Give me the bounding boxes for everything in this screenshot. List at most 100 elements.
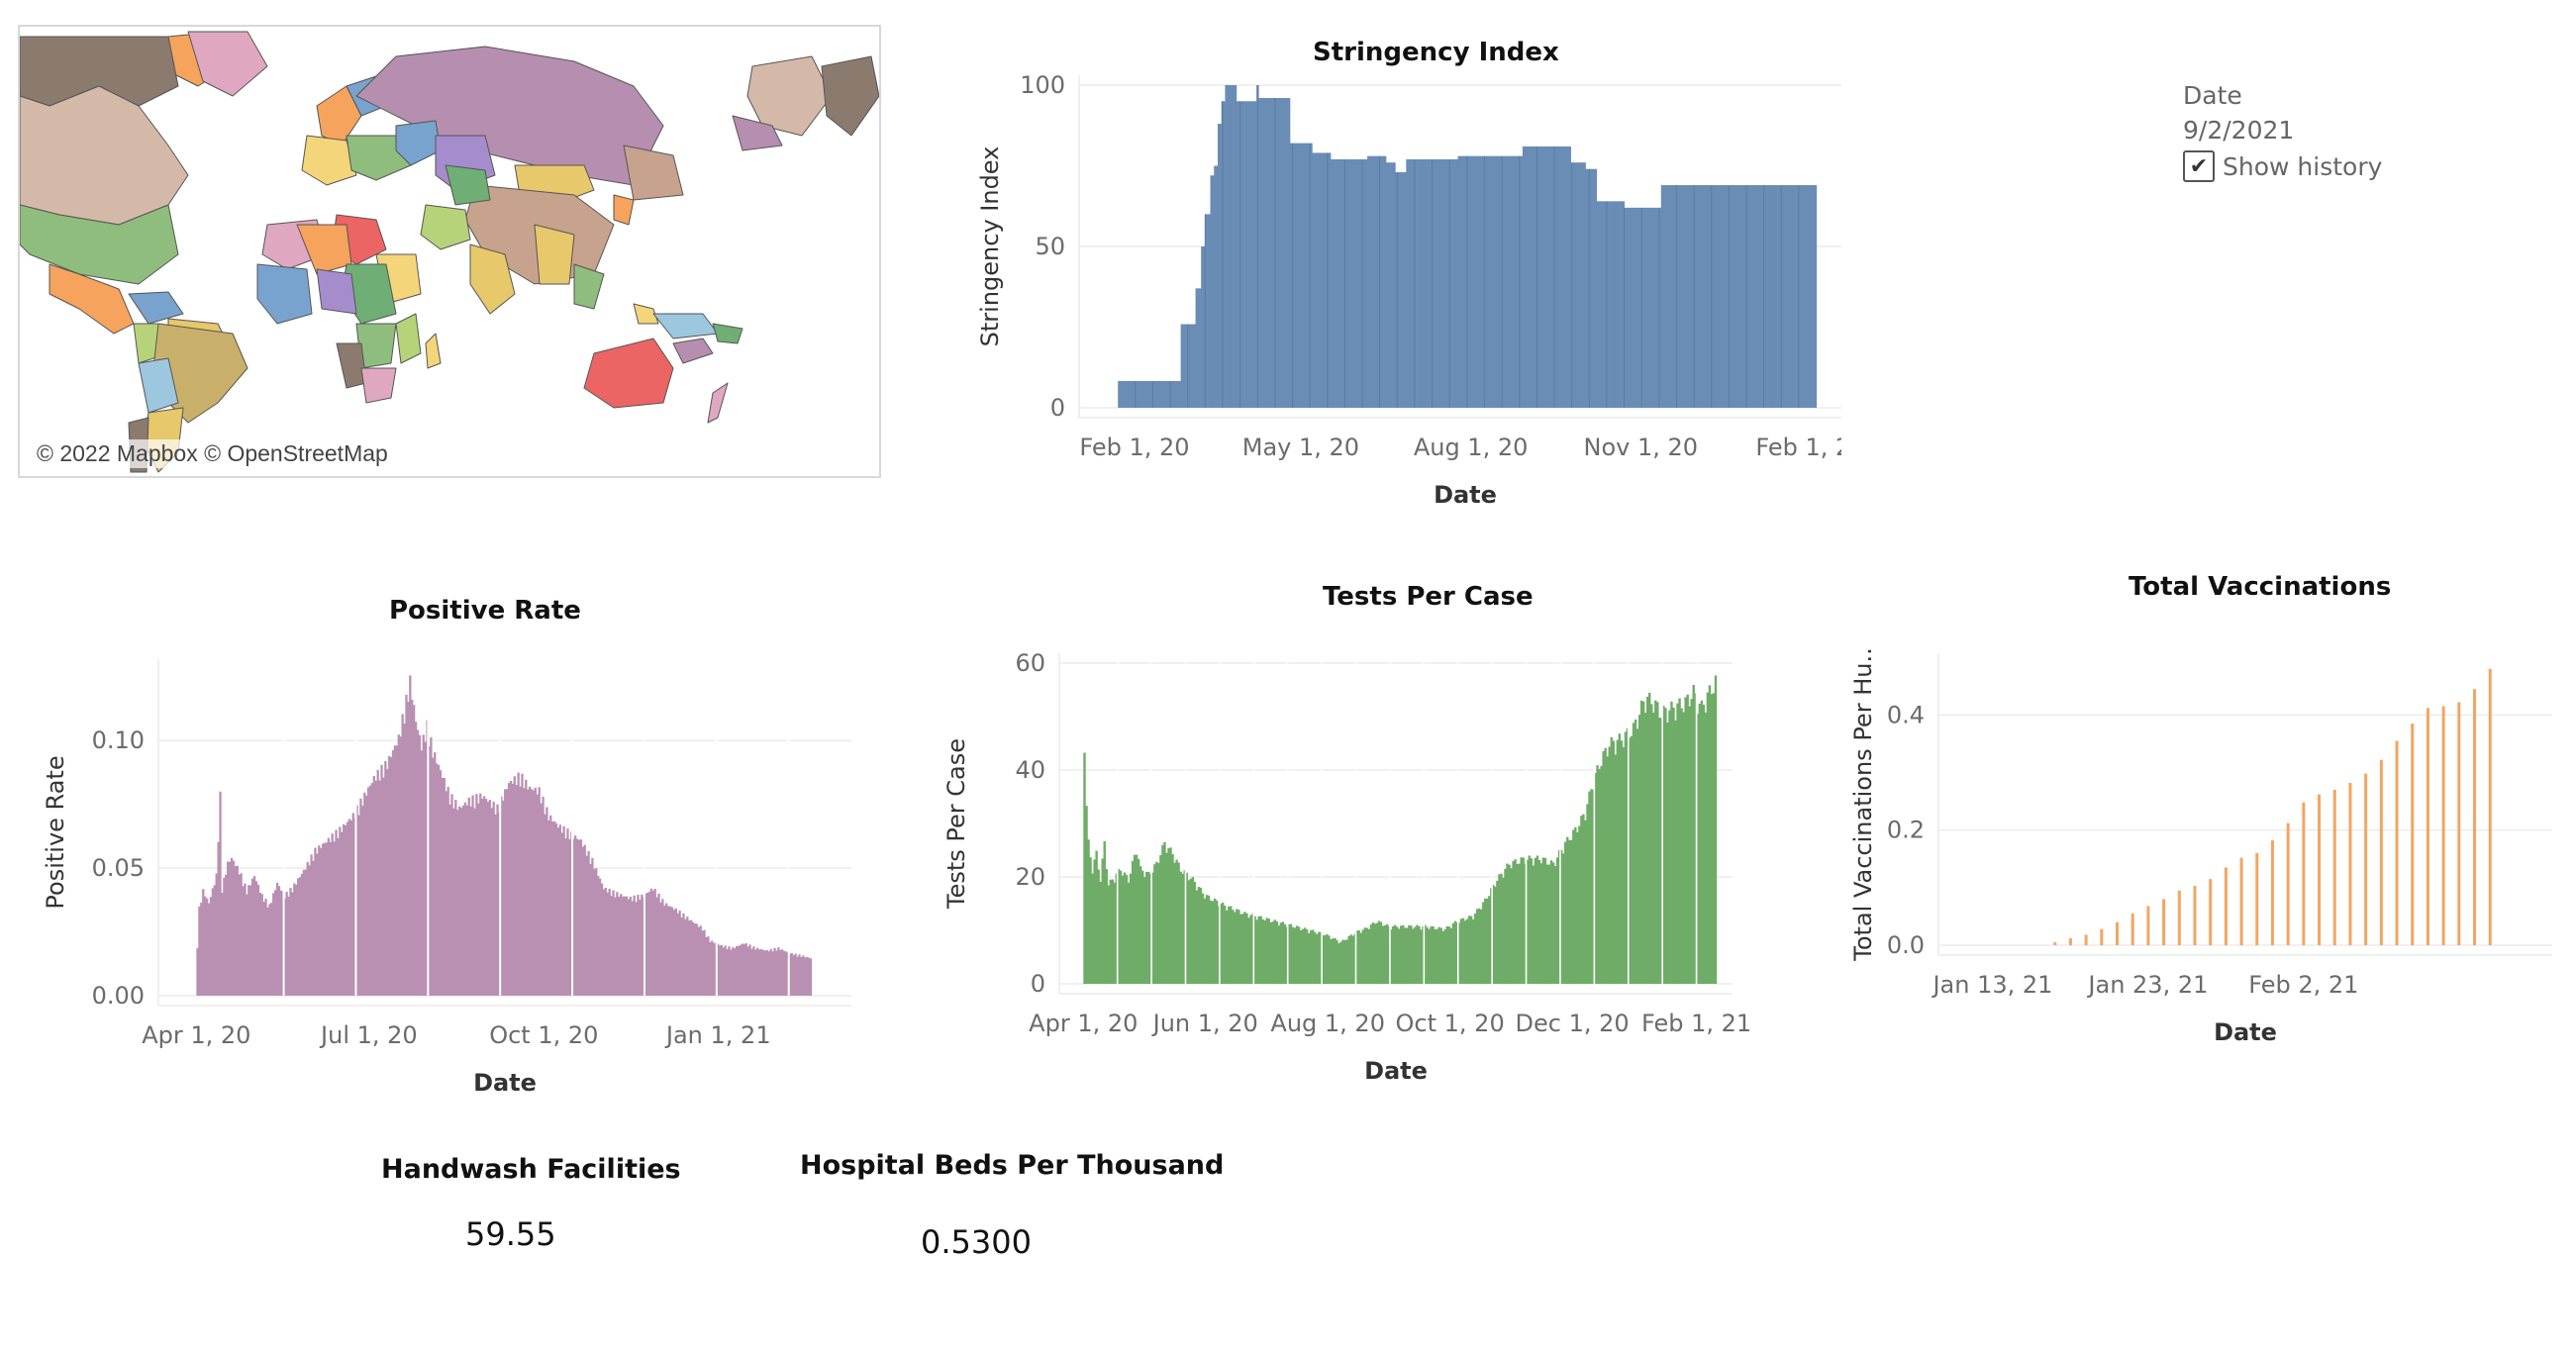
positive-rate-bar[interactable] — [629, 896, 632, 996]
positive-rate-bar[interactable] — [720, 944, 723, 996]
positive-rate-bar[interactable] — [726, 948, 729, 996]
tests-per-case-bar[interactable] — [1175, 859, 1178, 984]
stringency-bar[interactable] — [1801, 185, 1805, 408]
positive-rate-bar[interactable] — [602, 889, 606, 996]
positive-rate-bar[interactable] — [736, 945, 739, 996]
positive-rate-bar[interactable] — [600, 883, 604, 996]
tests-per-case-bar[interactable] — [1396, 926, 1399, 984]
vaccination-bar[interactable] — [2209, 879, 2213, 945]
stringency-bar[interactable] — [1553, 145, 1557, 408]
tests-per-case-bar[interactable] — [1704, 712, 1708, 984]
positive-rate-bar[interactable] — [446, 786, 449, 996]
stringency-bar[interactable] — [1771, 185, 1775, 408]
tests-per-case-bar[interactable] — [1463, 920, 1467, 984]
tests-per-case-bar[interactable] — [1255, 919, 1258, 984]
tests-per-case-bar[interactable] — [1676, 703, 1679, 984]
positive-rate-bar[interactable] — [618, 896, 621, 996]
tests-per-case-bar[interactable] — [1428, 928, 1431, 984]
tests-per-case-bar[interactable] — [1512, 860, 1515, 984]
positive-rate-bar[interactable] — [347, 819, 351, 996]
vaccination-bar[interactable] — [2411, 724, 2415, 945]
vaccination-bar[interactable] — [2130, 914, 2134, 945]
stringency-bar[interactable] — [1579, 162, 1583, 408]
positive-rate-bar[interactable] — [337, 837, 340, 996]
stringency-bar[interactable] — [1749, 185, 1752, 408]
stringency-bar[interactable] — [1453, 158, 1457, 408]
tests-per-case-bar[interactable] — [1309, 930, 1313, 984]
stringency-bar[interactable] — [1248, 101, 1252, 409]
stringency-bar[interactable] — [1426, 158, 1430, 408]
tests-per-case-bar[interactable] — [1520, 857, 1523, 984]
positive-rate-bar[interactable] — [775, 950, 778, 996]
tests-per-case-bar[interactable] — [1498, 874, 1501, 984]
positive-rate-bar[interactable] — [544, 814, 546, 996]
stringency-bar[interactable] — [1269, 98, 1272, 408]
positive-rate-bar[interactable] — [763, 950, 767, 996]
positive-rate-bar[interactable] — [639, 899, 642, 996]
positive-rate-bar[interactable] — [490, 808, 493, 996]
tests-per-case-bar[interactable] — [1351, 935, 1354, 984]
stringency-bar[interactable] — [1306, 143, 1309, 408]
stringency-bar[interactable] — [1585, 168, 1588, 408]
positive-rate-bar[interactable] — [661, 899, 664, 996]
tests-per-case-bar[interactable] — [1157, 862, 1160, 984]
tests-per-case-bar[interactable] — [1592, 789, 1595, 984]
stringency-bar[interactable] — [1670, 185, 1673, 408]
positive-rate-bar[interactable] — [196, 948, 199, 996]
tests-per-case-bar[interactable] — [1484, 898, 1487, 984]
tests-per-case-bar[interactable] — [1586, 804, 1589, 984]
vaccination-bar[interactable] — [2348, 782, 2352, 945]
positive-rate-bar[interactable] — [335, 829, 338, 996]
tests-per-case-bar[interactable] — [1459, 918, 1463, 984]
country-shape[interactable] — [20, 85, 189, 226]
stringency-bar[interactable] — [1317, 152, 1321, 408]
positive-rate-bar[interactable] — [217, 841, 220, 996]
positive-rate-bar[interactable] — [391, 749, 395, 996]
stringency-bar[interactable] — [1328, 152, 1332, 408]
stringency-bar[interactable] — [1148, 380, 1152, 408]
positive-rate-bar[interactable] — [293, 883, 296, 996]
positive-rate-bar[interactable] — [242, 886, 245, 996]
tests-per-case-bar[interactable] — [1402, 924, 1405, 984]
stringency-bar[interactable] — [1694, 185, 1697, 408]
vaccination-bar[interactable] — [2395, 740, 2399, 945]
positive-rate-bar[interactable] — [312, 860, 315, 996]
stringency-bar[interactable] — [1549, 145, 1553, 408]
positive-rate-bar[interactable] — [773, 947, 776, 996]
positive-rate-bar[interactable] — [308, 865, 311, 996]
tests-per-case-bar[interactable] — [1203, 898, 1207, 984]
stringency-bar[interactable] — [1592, 168, 1596, 408]
stringency-bar[interactable] — [1517, 155, 1520, 408]
stringency-bar[interactable] — [1546, 145, 1549, 408]
positive-rate-bar[interactable] — [416, 729, 420, 996]
tests-per-case-bar[interactable] — [1137, 858, 1140, 984]
tests-per-case-bar[interactable] — [1197, 887, 1201, 984]
positive-rate-bar[interactable] — [507, 783, 511, 996]
stringency-bar[interactable] — [1589, 168, 1592, 408]
positive-rate-bar[interactable] — [568, 838, 571, 996]
tests-per-case-bar[interactable] — [1093, 859, 1096, 984]
tests-per-case-bar[interactable] — [1557, 850, 1561, 984]
positive-rate-bar[interactable] — [250, 878, 254, 996]
positive-rate-bar[interactable] — [304, 869, 307, 996]
tests-per-case-bar[interactable] — [1461, 917, 1465, 984]
tests-per-case-bar[interactable] — [1151, 872, 1154, 984]
positive-rate-bar[interactable] — [504, 789, 507, 996]
positive-rate-bar[interactable] — [424, 741, 427, 996]
tests-per-case-bar[interactable] — [1432, 925, 1435, 984]
stringency-bar[interactable] — [1184, 324, 1187, 408]
positive-rate-bar[interactable] — [505, 789, 509, 996]
tests-per-case-bar[interactable] — [1135, 854, 1139, 984]
stringency-bar[interactable] — [1339, 158, 1342, 408]
positive-rate-bar[interactable] — [246, 894, 248, 996]
stringency-bar[interactable] — [1557, 145, 1560, 408]
tests-per-case-bar[interactable] — [1297, 926, 1301, 984]
positive-rate-bar[interactable] — [434, 752, 437, 996]
tests-per-case-bar[interactable] — [1127, 882, 1131, 984]
positive-rate-bar[interactable] — [647, 892, 651, 996]
positive-rate-bar[interactable] — [329, 841, 332, 996]
tests-per-case-bar[interactable] — [1183, 870, 1186, 984]
vaccination-bar[interactable] — [2068, 938, 2072, 945]
positive-rate-bar[interactable] — [380, 764, 383, 996]
positive-rate-bar[interactable] — [682, 913, 685, 996]
